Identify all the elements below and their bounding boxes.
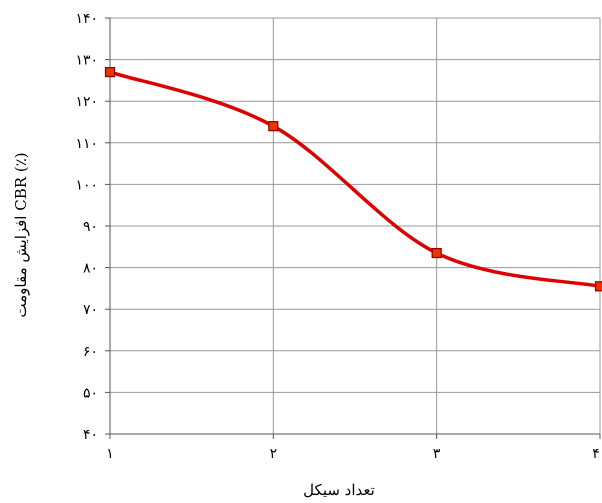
x-tick-labels: ۱ ۲ ۳ ۴ bbox=[106, 446, 600, 462]
y-tick-label: ۴۰ bbox=[83, 427, 98, 443]
x-axis-title: تعداد سیکل bbox=[303, 481, 375, 499]
y-tick-label: ۷۰ bbox=[83, 302, 98, 318]
y-tick-labels: ۴۰ ۵۰ ۶۰ ۷۰ ۸۰ ۹۰ ۱۰۰ ۱۱۰ ۱۲۰ ۱۳۰ ۱۴۰ bbox=[75, 11, 98, 443]
data-points bbox=[104, 66, 602, 292]
x-tick-label: ۱ bbox=[106, 446, 114, 462]
y-tick-label: ۹۰ bbox=[83, 219, 98, 235]
y-axis-title: افزایش مقاومت CBR (٪) bbox=[12, 152, 30, 317]
x-tick-label: ۴ bbox=[592, 446, 600, 462]
x-tick-label: ۲ bbox=[270, 446, 278, 462]
data-point bbox=[104, 66, 116, 78]
data-point bbox=[268, 121, 279, 132]
y-tick-label: ۱۱۰ bbox=[75, 136, 98, 152]
data-point bbox=[431, 247, 442, 259]
data-point bbox=[594, 281, 602, 292]
y-tick-label: ۵۰ bbox=[83, 385, 98, 401]
y-tick-label: ۱۲۰ bbox=[75, 94, 98, 110]
y-tick-label: ۱۰۰ bbox=[75, 177, 98, 193]
y-tick-label: ۸۰ bbox=[83, 261, 98, 277]
axes bbox=[105, 17, 601, 439]
x-tick-label: ۳ bbox=[433, 446, 441, 462]
y-tick-label: ۱۴۰ bbox=[75, 11, 98, 27]
y-tick-label: ۱۳۰ bbox=[75, 53, 98, 69]
grid bbox=[110, 17, 601, 434]
series-line bbox=[108, 70, 602, 289]
y-tick-label: ۶۰ bbox=[83, 344, 98, 360]
